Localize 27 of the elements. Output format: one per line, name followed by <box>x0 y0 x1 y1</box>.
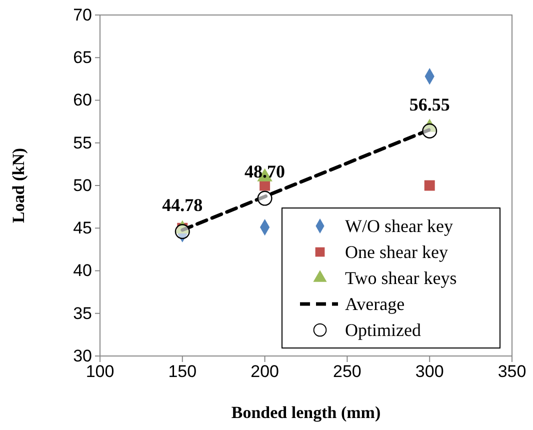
legend-label: Two shear keys <box>345 268 457 288</box>
point <box>174 224 190 240</box>
legend-label: Optimized <box>345 320 421 340</box>
y-tick-label: 40 <box>73 261 92 280</box>
y-tick-label: 55 <box>73 133 92 152</box>
point <box>424 180 435 191</box>
data-label: 44.78 <box>162 195 203 215</box>
x-tick-label: 300 <box>415 362 444 382</box>
y-tick-label: 65 <box>73 48 92 68</box>
x-tick-label: 200 <box>250 362 279 382</box>
legend-label: Average <box>345 294 405 314</box>
y-tick-label: 50 <box>73 176 92 195</box>
point <box>422 123 438 138</box>
y-tick-label: 60 <box>73 90 92 110</box>
y-tick-label: 35 <box>73 304 92 323</box>
x-tick-label: 250 <box>333 362 362 382</box>
legend-label: One shear key <box>345 242 448 262</box>
legend-label: W/O shear key <box>345 216 453 236</box>
y-axis-title: Load (kN) <box>9 148 28 224</box>
data-label: 56.55 <box>409 94 450 115</box>
x-tick-label: 350 <box>498 362 526 382</box>
x-tick-label: 150 <box>168 362 197 382</box>
x-axis-title: Bonded length (mm) <box>231 403 381 422</box>
y-tick-label: 70 <box>73 5 92 24</box>
y-tick-label: 45 <box>73 218 92 238</box>
data-label: 48.70 <box>244 162 286 182</box>
point <box>257 190 272 206</box>
